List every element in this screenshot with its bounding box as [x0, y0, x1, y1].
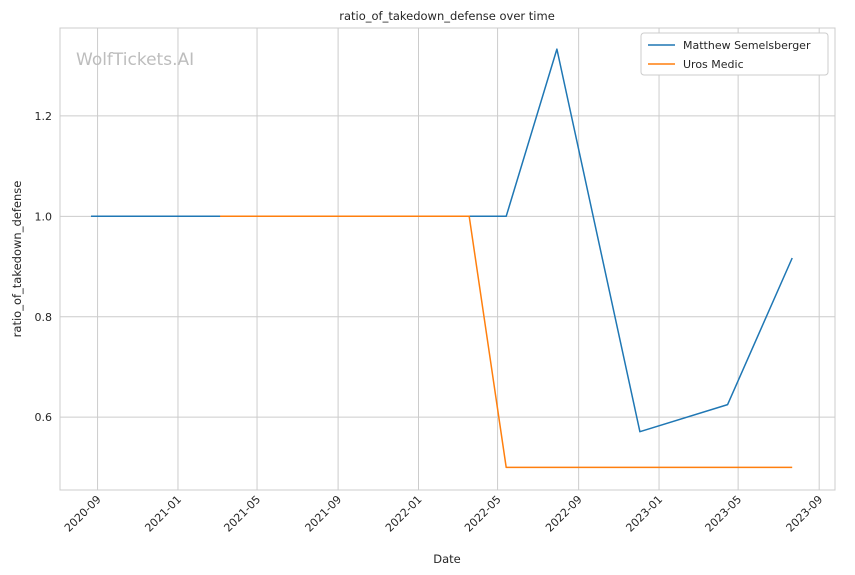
series-lines [91, 48, 793, 469]
legend-label-uros-medic: Uros Medic [683, 58, 744, 71]
plot-frame [59, 27, 836, 491]
x-tick-label: 2022-09 [543, 493, 585, 535]
plot-background [60, 28, 835, 490]
x-tick-label: 2021-01 [142, 493, 184, 535]
x-tick-label: 2021-05 [221, 493, 263, 535]
legend: Matthew Semelsberger Uros Medic [640, 32, 829, 76]
y-axis-label: ratio_of_takedown_defense [10, 181, 24, 338]
y-tick-label: 0.8 [35, 311, 53, 324]
x-tick-label: 2023-01 [623, 493, 665, 535]
x-tick-label: 2021-09 [303, 493, 345, 535]
x-axis-label: Date [433, 552, 461, 566]
x-tick-labels: 2020-09 2021-01 2021-05 2021-09 2022-01 2022-… [62, 493, 825, 535]
y-tick-label: 0.6 [35, 411, 53, 424]
x-tick-label: 2023-09 [784, 493, 826, 535]
watermark: WolfTickets.AI [76, 50, 194, 70]
y-tick-label: 1.0 [35, 210, 53, 223]
x-tick-label: 2023-05 [703, 493, 745, 535]
x-tick-label: 2022-01 [383, 493, 425, 535]
series-line-uros-medic [220, 215, 793, 469]
x-tick-label: 2022-05 [462, 493, 504, 535]
chart-title: ratio_of_takedown_defense over time [339, 9, 555, 23]
y-tick-labels: 0.6 0.8 1.0 1.2 [35, 110, 53, 424]
legend-box [640, 32, 829, 76]
y-tick-label: 1.2 [35, 110, 53, 123]
legend-label-matthew-semelsberger: Matthew Semelsberger [683, 39, 811, 52]
x-tick-label: 2020-09 [62, 493, 104, 535]
